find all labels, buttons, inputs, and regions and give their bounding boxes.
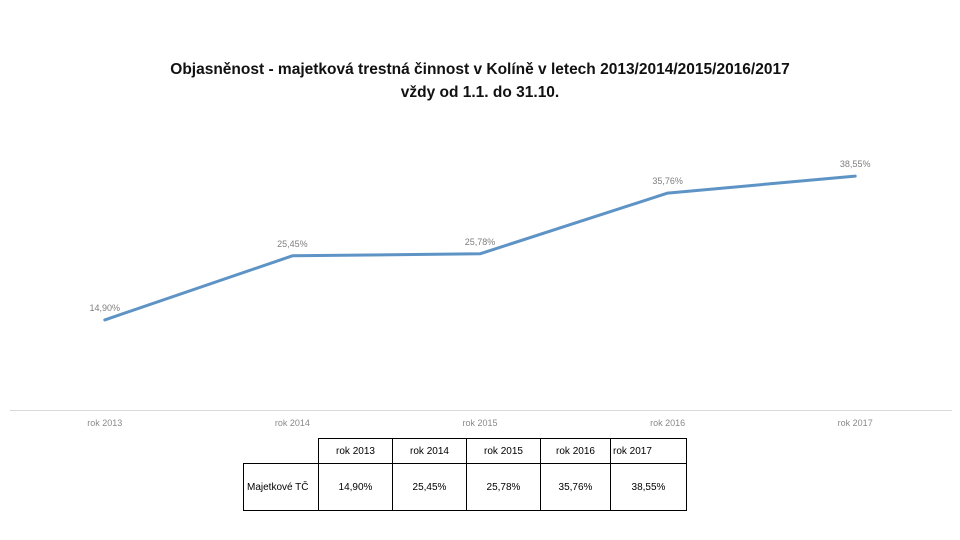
table-corner-cell — [244, 439, 319, 464]
page-title: Objasněnost - majetková trestná činnost … — [0, 58, 960, 104]
x-axis-labels: rok 2013 rok 2014 rok 2015 rok 2016 rok 2017 — [87, 418, 872, 428]
data-label: 25,78% — [465, 237, 496, 247]
page-title-line1: Objasněnost - majetková trestná činnost … — [170, 61, 790, 78]
summary-table-wrap: rok 2013 rok 2014 rok 2015 rok 2016 rok … — [243, 438, 687, 511]
data-label: 35,76% — [652, 176, 683, 186]
data-label: 14,90% — [90, 303, 121, 313]
table-header-rok-2014: rok 2014 — [392, 438, 467, 464]
series-line — [103, 174, 857, 322]
table-header-rok-2013: rok 2013 — [318, 438, 393, 464]
table-row-label: Majetkové TČ — [243, 463, 319, 511]
table-cell-2013: 14,90% — [318, 463, 393, 511]
table-header-rok-2015: rok 2015 — [466, 438, 541, 464]
x-axis-label: rok 2016 — [650, 418, 685, 428]
page-title-line2: vždy od 1.1. do 31.10. — [400, 84, 560, 101]
table-cell-2015: 25,78% — [466, 463, 541, 511]
data-label: 38,55% — [840, 159, 871, 169]
table-header-rok-2016: rok 2016 — [540, 438, 611, 464]
data-labels: 14,90% 25,45% 25,78% 35,76% 38,55% — [90, 159, 871, 313]
table-cell-2017: 38,55% — [610, 463, 687, 511]
table-cell-2016: 35,76% — [540, 463, 611, 511]
summary-table: rok 2013 rok 2014 rok 2015 rok 2016 rok … — [243, 438, 687, 511]
data-label: 25,45% — [277, 239, 308, 249]
table-header-row: rok 2013 rok 2014 rok 2015 rok 2016 rok … — [244, 438, 687, 464]
x-axis-label: rok 2015 — [462, 418, 497, 428]
table-cell-2014: 25,45% — [392, 463, 467, 511]
x-axis-label: rok 2014 — [275, 418, 310, 428]
x-axis-label: rok 2013 — [87, 418, 122, 428]
table-row: Majetkové TČ 14,90% 25,45% 25,78% 35,76%… — [243, 463, 687, 511]
table-header-rok-2017: rok 2017 — [610, 438, 687, 464]
x-axis-label: rok 2017 — [838, 418, 873, 428]
